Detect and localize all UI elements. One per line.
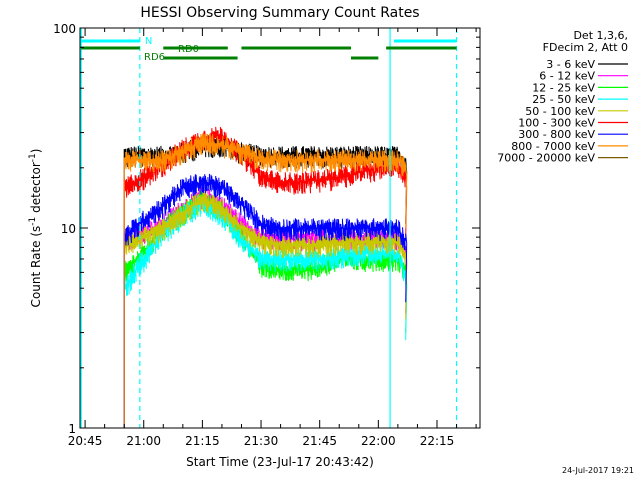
x-axis-ticks: 20:45 21:00 21:15 21:30 21:45 22:00 22:15	[68, 28, 477, 448]
x-tick-label-3: 21:30	[244, 434, 279, 448]
legend-label-8: 7000 - 20000 keV	[497, 152, 595, 165]
rd6-label: RD6	[144, 52, 165, 63]
series-line-6	[123, 173, 408, 428]
legend-label-0: 3 - 6 keV	[546, 58, 595, 71]
x-axis-label: Start Time (23-Jul-17 20:43:42)	[186, 455, 374, 469]
legend-label-2: 12 - 25 keV	[532, 81, 595, 94]
y-axis-ticks: 1 10 100	[53, 22, 480, 436]
series-layer	[123, 126, 408, 428]
x-tick-label-0: 20:45	[68, 434, 103, 448]
legend-header-line-2: FDecim 2, Att 0	[543, 41, 628, 54]
y-tick-label-2: 100	[53, 22, 76, 36]
y-axis-label-sup: -1	[28, 217, 38, 226]
y-axis-label-sup2: -1	[28, 153, 38, 162]
plot-area: N RD0 RD6 20:45 21:00 21:15 21:30 21:45 22:00 22…	[53, 22, 481, 448]
marker-layer: N RD0 RD6	[80, 28, 458, 428]
x-tick-label-5: 22:00	[361, 434, 396, 448]
x-tick-label-1: 21:00	[126, 434, 161, 448]
y-axis-label: Count Rate (s-1 detector-1)	[28, 149, 43, 308]
legend-label-6: 300 - 800 keV	[518, 128, 595, 141]
y-tick-label-0: 1	[68, 422, 76, 436]
legend-header-line-1: Det 1,3,6,	[573, 29, 628, 42]
series-line-7	[123, 133, 408, 428]
y-axis-label-detector: detector	[29, 162, 43, 213]
generation-timestamp: 24-Jul-2017 19:21	[562, 466, 634, 475]
legend-label-3: 25 - 50 keV	[532, 93, 595, 106]
x-tick-label-6: 22:15	[420, 434, 455, 448]
y-axis-label-main: Count Rate (s	[29, 226, 43, 308]
legend-label-5: 100 - 300 keV	[518, 117, 595, 130]
series-line-4	[123, 190, 408, 428]
legend-label-1: 6 - 12 keV	[539, 70, 595, 83]
y-axis-label-close: )	[29, 149, 43, 154]
y-tick-label-1: 10	[61, 222, 76, 236]
x-tick-label-2: 21:15	[185, 434, 220, 448]
rd0-label: RD0	[178, 44, 199, 55]
legend-label-7: 800 - 7000 keV	[511, 140, 595, 153]
series-line-3	[123, 194, 408, 428]
night-label: N	[145, 36, 152, 47]
chart-title: HESSI Observing Summary Count Rates	[140, 5, 419, 21]
legend-label-4: 50 - 100 keV	[525, 105, 595, 118]
x-tick-label-4: 21:45	[302, 434, 337, 448]
